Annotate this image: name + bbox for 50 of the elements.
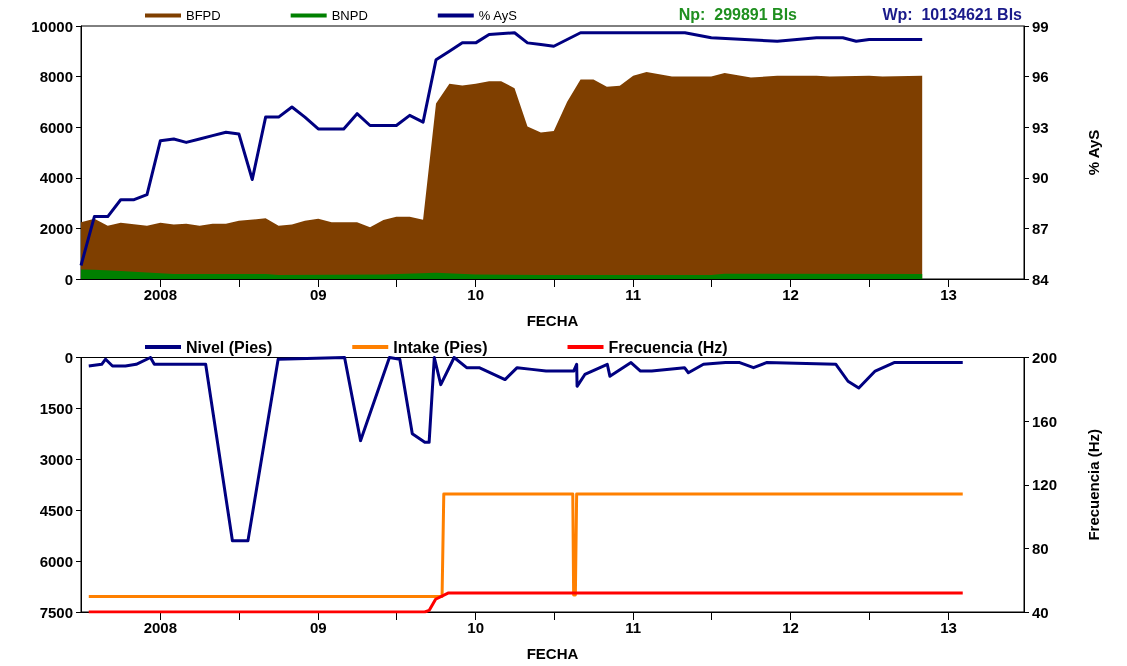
x-tick-label: 09 [309,286,327,303]
y-tick-label: 10000 [31,17,73,35]
x-tick-label: 2008 [143,619,178,636]
y2-tick-label: 200 [1032,349,1058,366]
y-tick-label: 0 [64,270,73,288]
legend-label: Intake (Pies) [393,338,488,356]
x-tick-label: 13 [940,619,957,636]
y2-tick-label: 160 [1032,412,1058,430]
y2-tick-label: 84 [1032,270,1050,288]
x-tick-label: 13 [940,286,957,303]
x-tick-label: 12 [782,286,799,303]
legend-label: BNPD [331,8,368,23]
x-tick-label: 12 [782,619,799,636]
line-series [87,591,965,614]
y-tick-label: 1500 [39,399,73,417]
y2-tick-label: 87 [1032,219,1049,237]
y2-tick-label: 80 [1032,539,1049,557]
x-tick-label: 11 [625,619,642,636]
x-axis-title: FECHA [526,312,579,329]
y-tick-label: 6000 [39,118,73,136]
y-tick-label: 2000 [39,219,73,237]
legend-label: Frecuencia (Hz) [608,338,728,356]
y2-tick-label: 99 [1032,17,1049,35]
line-series [79,31,924,268]
x-tick-label: 10 [467,286,485,303]
y-tick-label: 4000 [39,169,73,187]
y2-axis-title: Frecuencia (Hz) [1085,428,1102,541]
y-tick-label: 6000 [39,552,73,570]
text: Wp: 10134621 Bls [882,5,1023,23]
legend-label: Nivel (Pies) [186,338,273,356]
y-tick-label: 3000 [39,450,73,468]
y2-tick-label: 93 [1032,118,1049,136]
y2-tick-label: 120 [1032,476,1058,494]
y-tick-label: 7500 [39,603,73,621]
x-axis-title: FECHA [526,645,579,662]
y-tick-label: 0 [64,349,73,366]
x-tick-label: 2008 [143,286,178,303]
y2-tick-label: 96 [1032,68,1049,86]
legend-label: BFPD [186,8,221,23]
legend-label: % AyS [478,8,518,23]
y2-tick-label: 40 [1032,603,1049,621]
y2-axis-title: % AyS [1085,129,1102,176]
text: Np: 299891 Bls [678,5,798,23]
x-tick-label: 09 [309,619,327,636]
y-tick-label: 4500 [39,501,73,519]
line-series [87,356,965,543]
x-tick-label: 11 [625,286,642,303]
y2-tick-label: 90 [1032,169,1049,187]
x-tick-label: 10 [467,619,485,636]
y-tick-label: 8000 [39,68,73,86]
